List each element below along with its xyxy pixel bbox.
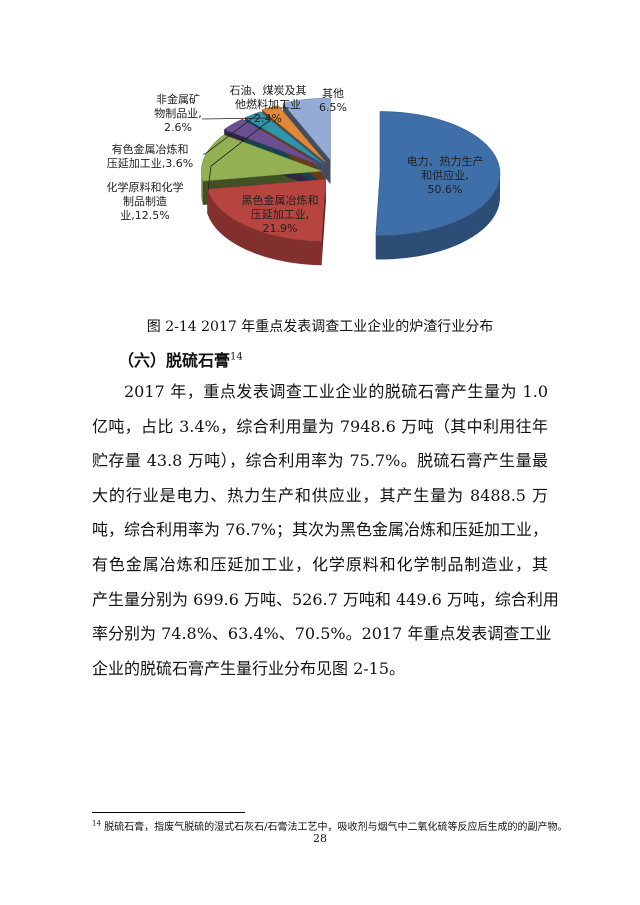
footnote-divider — [92, 812, 245, 813]
pie-slice — [375, 111, 501, 236]
slice-label: 非金属矿 — [156, 92, 200, 106]
slice-label: 电力、热力生产 — [407, 154, 484, 168]
pie-slice-side — [375, 173, 500, 260]
pie-slice-side — [201, 171, 203, 206]
slice-label: 制品制造 — [123, 194, 167, 208]
slice-label: 50.6% — [428, 183, 463, 196]
body-line: 率分别为 74.8%、63.4%、70.5%。2017 年重点发表调查工业 — [92, 624, 552, 644]
slice-label: 有色金属冶炼和 — [112, 142, 189, 156]
pie-chart: 电力、热力生产和供应业,50.6% 黑色金属冶炼和压延加工业,21.9% 化学原料和… — [107, 83, 501, 266]
page-number: 28 — [313, 832, 327, 845]
slice-label: 6.5% — [319, 101, 347, 114]
footnote: 14 脱硫石膏，指废气脱硫的湿式石灰石/石膏法工艺中，吸收剂与烟气中二氧化硫等反… — [92, 818, 567, 833]
slice-label: 2.4% — [254, 112, 282, 125]
footnote-ref: 14 — [230, 351, 243, 363]
slice-label: 石油、煤炭及其 — [230, 83, 307, 97]
body-line: 吨，综合利用率为 76.7%；其次为黑色金属冶炼和压延加工业， — [92, 520, 548, 540]
pie-slice — [261, 105, 326, 163]
body-line: 企业的脱硫石膏产生量行业分布见图 2-15。 — [92, 658, 406, 678]
pie-slice — [201, 134, 322, 182]
figure-caption: 图 2-14 2017 年重点发表调查工业企业的炉渣行业分布 — [146, 319, 494, 335]
slice-label: 化学原料和化学 — [107, 180, 184, 194]
pie-slice — [282, 97, 331, 161]
slice-label: 物制品业, — [154, 106, 202, 120]
slice-label: 黑色金属冶炼和 — [242, 193, 319, 207]
slice-label: 业,12.5% — [120, 209, 169, 222]
footnote-text: 脱硫石膏，指废气脱硫的湿式石灰石/石膏法工艺中，吸收剂与烟气中二氧化硫等反应后生… — [104, 822, 568, 833]
slice-label: 2.6% — [164, 121, 192, 134]
slice-label: 和供应业, — [421, 168, 469, 182]
body-line: 产生量分别为 699.6 万吨、526.7 万吨和 449.6 万吨，综合利用 — [92, 589, 559, 609]
leader-line — [203, 113, 259, 155]
slice-label: 其他 — [322, 87, 344, 100]
pie-slice-side — [207, 189, 322, 266]
slice-label: 压延加工业,3.6% — [107, 157, 193, 170]
slice-label: 21.9% — [263, 222, 298, 235]
leader-line — [201, 117, 271, 120]
body-line: 亿吨，占比 3.4%，综合利用量为 7948.6 万吨（其中利用往年 — [92, 416, 548, 436]
leader-line — [207, 119, 271, 192]
section-title: （六）脱硫石膏 — [118, 351, 231, 370]
pie-slice — [223, 118, 322, 167]
slice-label: 压延加工业, — [251, 208, 310, 221]
pie-slice — [244, 111, 325, 165]
slice-label: 他燃料加工业 — [235, 97, 301, 111]
body-line: 贮存量 43.8 万吨），综合利用率为 75.7%。脱硫石膏产生量最 — [92, 451, 548, 471]
body-line: 2017 年，重点发表调查工业企业的脱硫石膏产生量为 1.0 — [124, 382, 548, 401]
body-line: 大的行业是电力、热力生产和供应业，其产生量为 8488.5 万 — [92, 485, 548, 505]
footnote-number: 14 — [92, 819, 101, 828]
body-line: 有色金属冶炼和压延加工业，化学原料和化学制品制造业，其 — [92, 555, 548, 574]
section-heading: （六）脱硫石膏14 — [118, 347, 243, 371]
pie-slice — [206, 178, 327, 242]
